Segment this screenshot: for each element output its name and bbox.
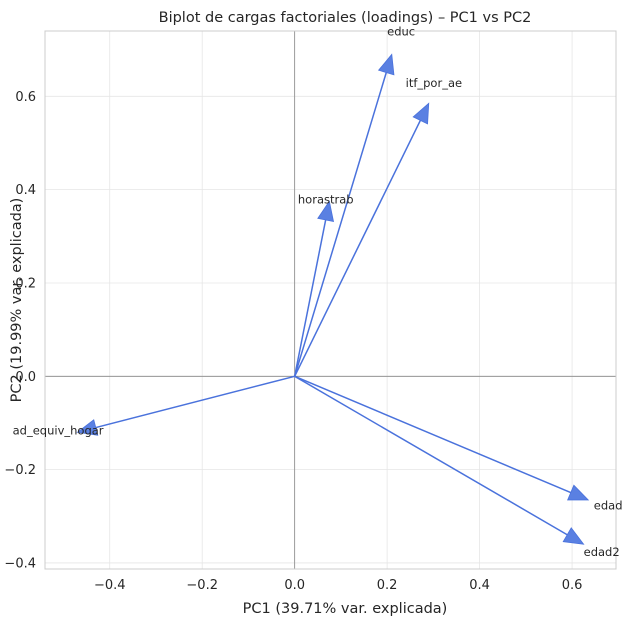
vector-itf_por_ae — [293, 120, 422, 377]
vector-label-itf_por_ae: itf_por_ae — [406, 76, 462, 90]
zero-lines — [45, 31, 616, 569]
x-tick-labels: −0.4 −0.2 0.0 0.2 0.4 0.6 — [94, 578, 582, 593]
vector-head-horastrab — [317, 200, 335, 223]
vector-horastrab — [293, 219, 327, 377]
chart-title: Biplot de cargas factoriales (loadings) … — [159, 10, 532, 26]
x-tick-label: 0.6 — [562, 578, 583, 593]
vector-label-ad_equiv_hogar: ad_equiv_hogar — [13, 424, 104, 438]
vector-edad — [294, 375, 572, 494]
y-tick-label: −0.2 — [4, 463, 36, 478]
vector-label-educ: educ — [387, 25, 415, 39]
x-axis-label: PC1 (39.71% var. explicada) — [243, 601, 448, 617]
vector-ad_equiv_hogar — [95, 375, 295, 429]
loading-vectors — [76, 53, 590, 545]
y-tick-label: 0.4 — [15, 183, 36, 198]
vector-head-educ — [377, 53, 395, 76]
vector-educ — [293, 72, 387, 377]
y-tick-label: 0.6 — [15, 90, 36, 105]
vector-edad2 — [294, 375, 568, 536]
x-tick-label: −0.4 — [94, 578, 126, 593]
x-tick-label: −0.2 — [186, 578, 218, 593]
vector-head-ad_equiv_hogar — [76, 419, 99, 436]
x-tick-label: 0.0 — [284, 578, 305, 593]
vector-head-itf_por_ae — [412, 102, 430, 125]
vector-label-edad2: edad2 — [584, 545, 620, 559]
y-tick-label: 0.2 — [15, 276, 36, 291]
vector-head-edad2 — [562, 527, 585, 545]
vector-labels: educ itf_por_ae horastrab ad_equiv_hogareda… — [13, 25, 623, 559]
plot-frame — [44, 30, 617, 570]
grid-lines — [45, 31, 616, 569]
vector-label-edad: edad — [594, 498, 623, 512]
x-tick-label: 0.2 — [377, 578, 398, 593]
y-tick-labels: −0.4 −0.2 0.0 0.2 0.4 0.6 — [4, 90, 36, 572]
vector-head-edad — [567, 484, 590, 501]
y-axis-label: PC2 (19.99% var. explicada) — [9, 198, 25, 403]
x-tick-label: 0.4 — [469, 578, 490, 593]
y-tick-label: −0.4 — [4, 556, 36, 571]
vector-label-horastrab: horastrab — [298, 193, 354, 207]
y-tick-label: 0.0 — [15, 370, 36, 385]
